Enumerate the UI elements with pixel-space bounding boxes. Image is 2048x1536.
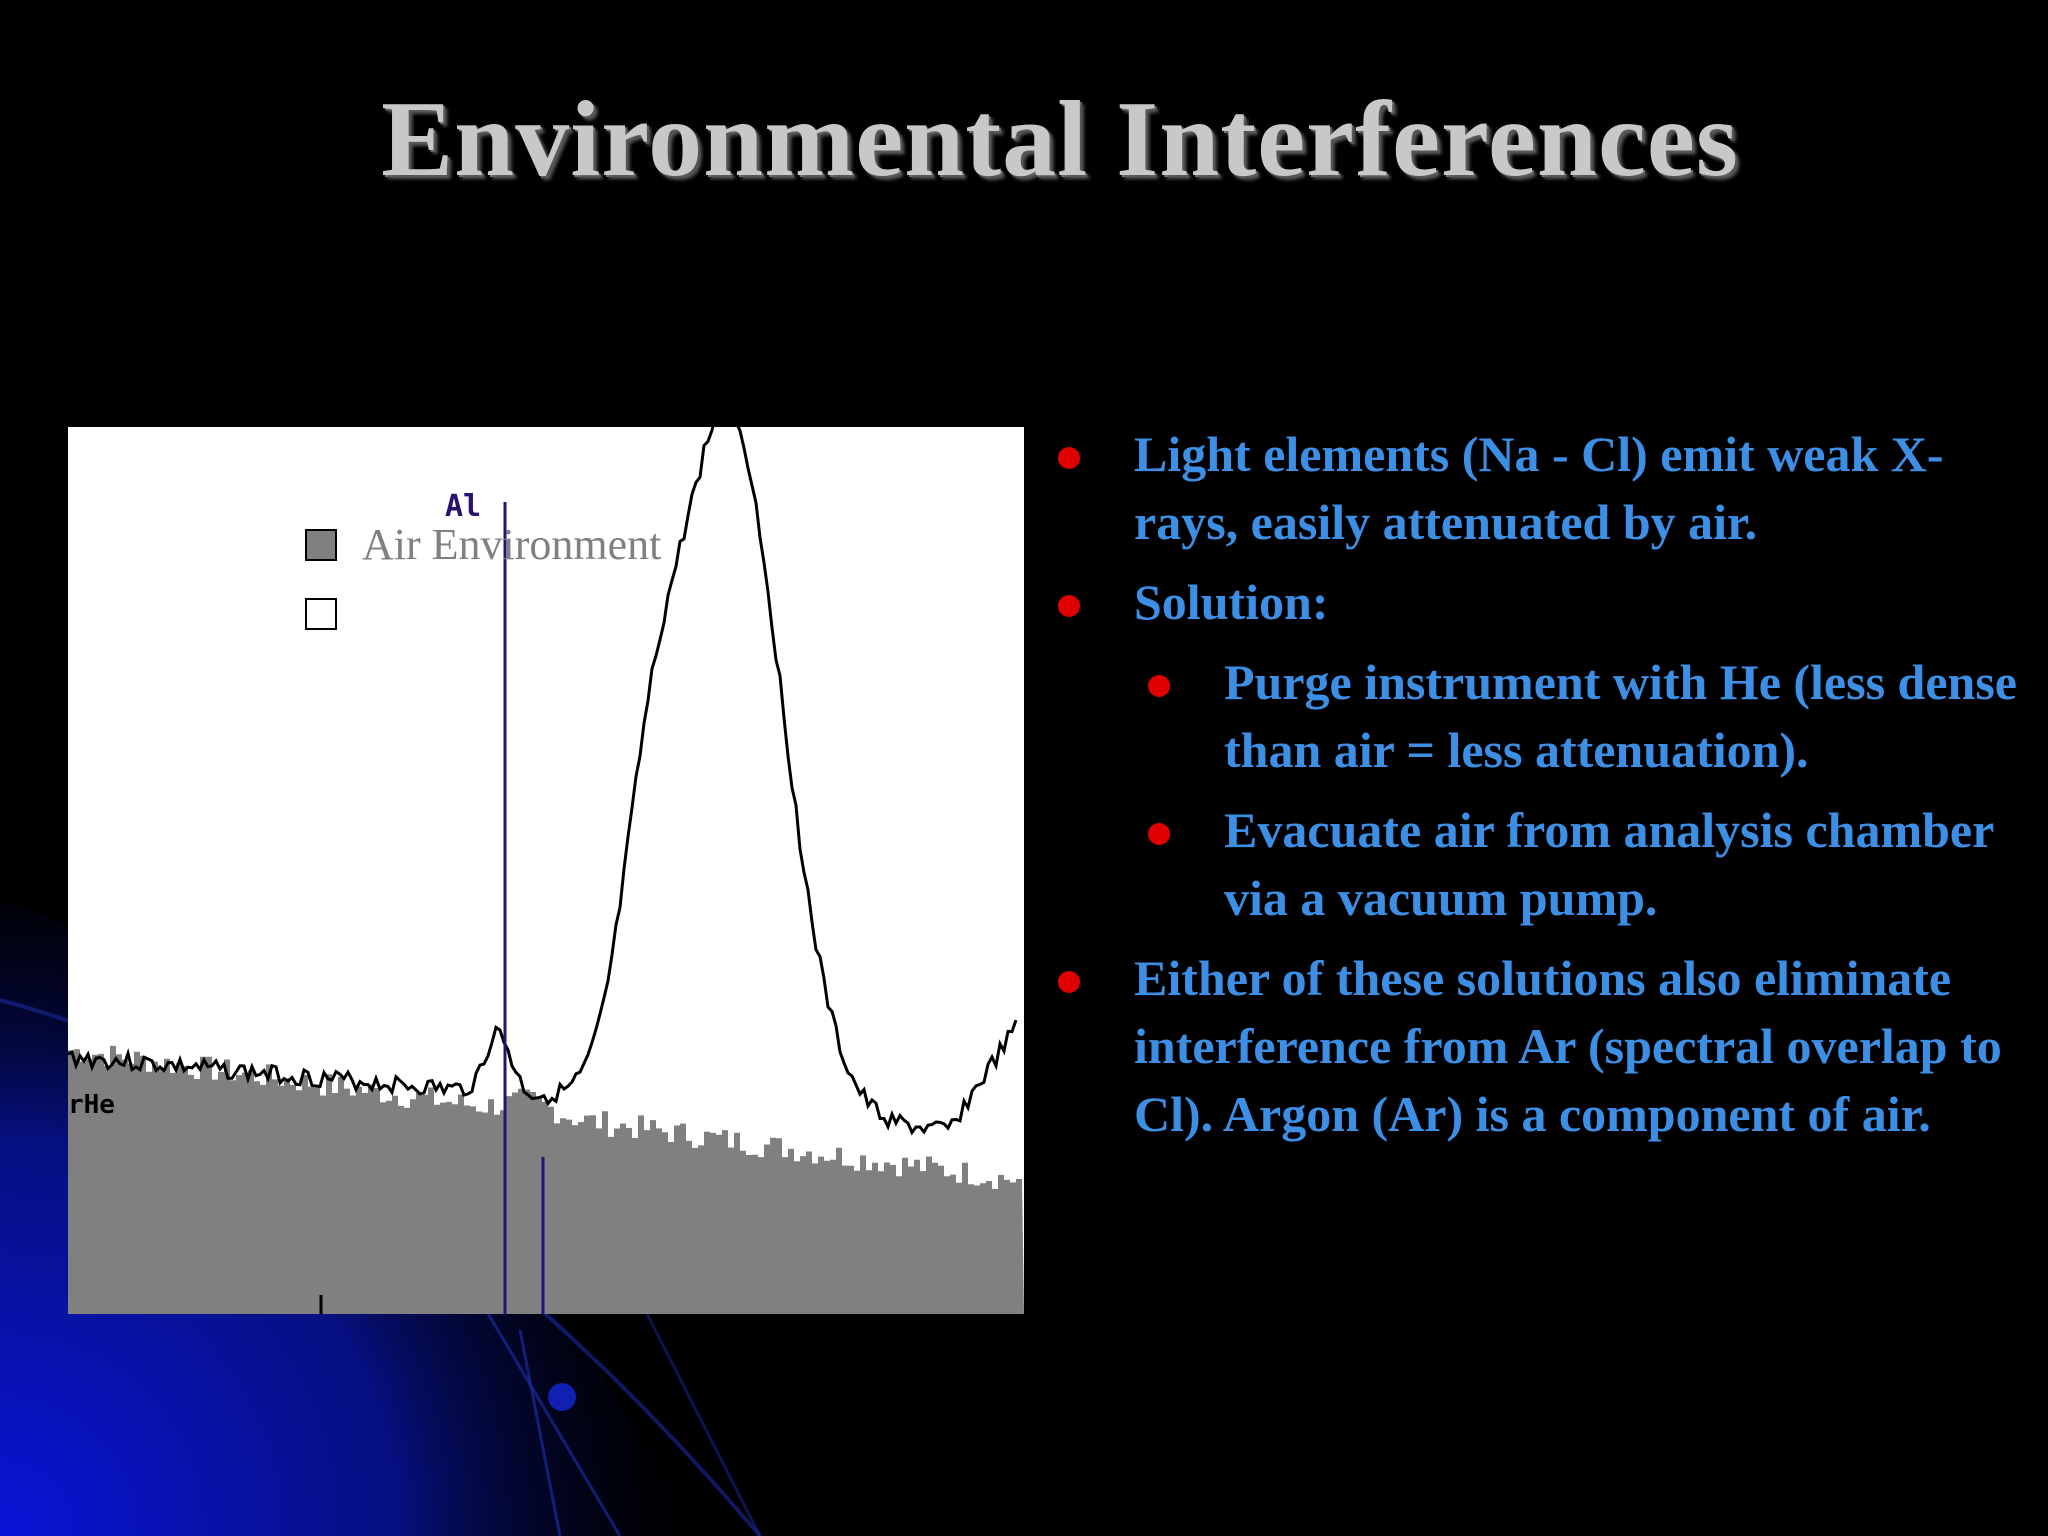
bullet-text: Either of these solutions also eliminate… bbox=[1134, 950, 2002, 1142]
bullet-item: Either of these solutions also eliminate… bbox=[1050, 944, 2040, 1148]
spectrum-plot bbox=[68, 427, 1024, 1314]
bullet-dot-icon bbox=[1148, 675, 1170, 697]
bullet-dot-icon bbox=[1058, 447, 1080, 469]
bullet-dot-icon bbox=[1058, 595, 1080, 617]
bullet-item: Light elements (Na - Cl) emit weak X-ray… bbox=[1050, 420, 2040, 556]
peak-label-al: Al bbox=[445, 489, 482, 524]
bullet-item: Solution: bbox=[1050, 568, 2040, 636]
bullet-text: Solution: bbox=[1134, 574, 1329, 630]
helium-spectrum-trace bbox=[68, 427, 1018, 1136]
slide-title: Environmental Interferences bbox=[381, 80, 1739, 199]
legend-label-air: Air Environment bbox=[362, 520, 662, 569]
bullet-dot-icon bbox=[1058, 971, 1080, 993]
spectrum-figure: Al rHe Air Environment bbox=[68, 427, 1024, 1314]
bullet-item: Evacuate air from analysis chamber via a… bbox=[1050, 796, 2040, 932]
bullet-text: Light elements (Na - Cl) emit weak X-ray… bbox=[1134, 426, 1944, 550]
bullet-dot-icon bbox=[1148, 823, 1170, 845]
legend-swatch-helium bbox=[305, 598, 337, 630]
legend-swatch-air bbox=[305, 529, 337, 561]
spectrum-label-rhe: rHe bbox=[68, 1090, 115, 1120]
air-spectrum-histogram bbox=[68, 1045, 1024, 1314]
bullet-list: Light elements (Na - Cl) emit weak X-ray… bbox=[1050, 420, 2040, 1160]
bullet-text: Purge instrument with He (less dense tha… bbox=[1224, 654, 2017, 778]
bullet-item: Purge instrument with He (less dense tha… bbox=[1050, 648, 2040, 784]
bullet-text: Evacuate air from analysis chamber via a… bbox=[1224, 802, 1994, 926]
